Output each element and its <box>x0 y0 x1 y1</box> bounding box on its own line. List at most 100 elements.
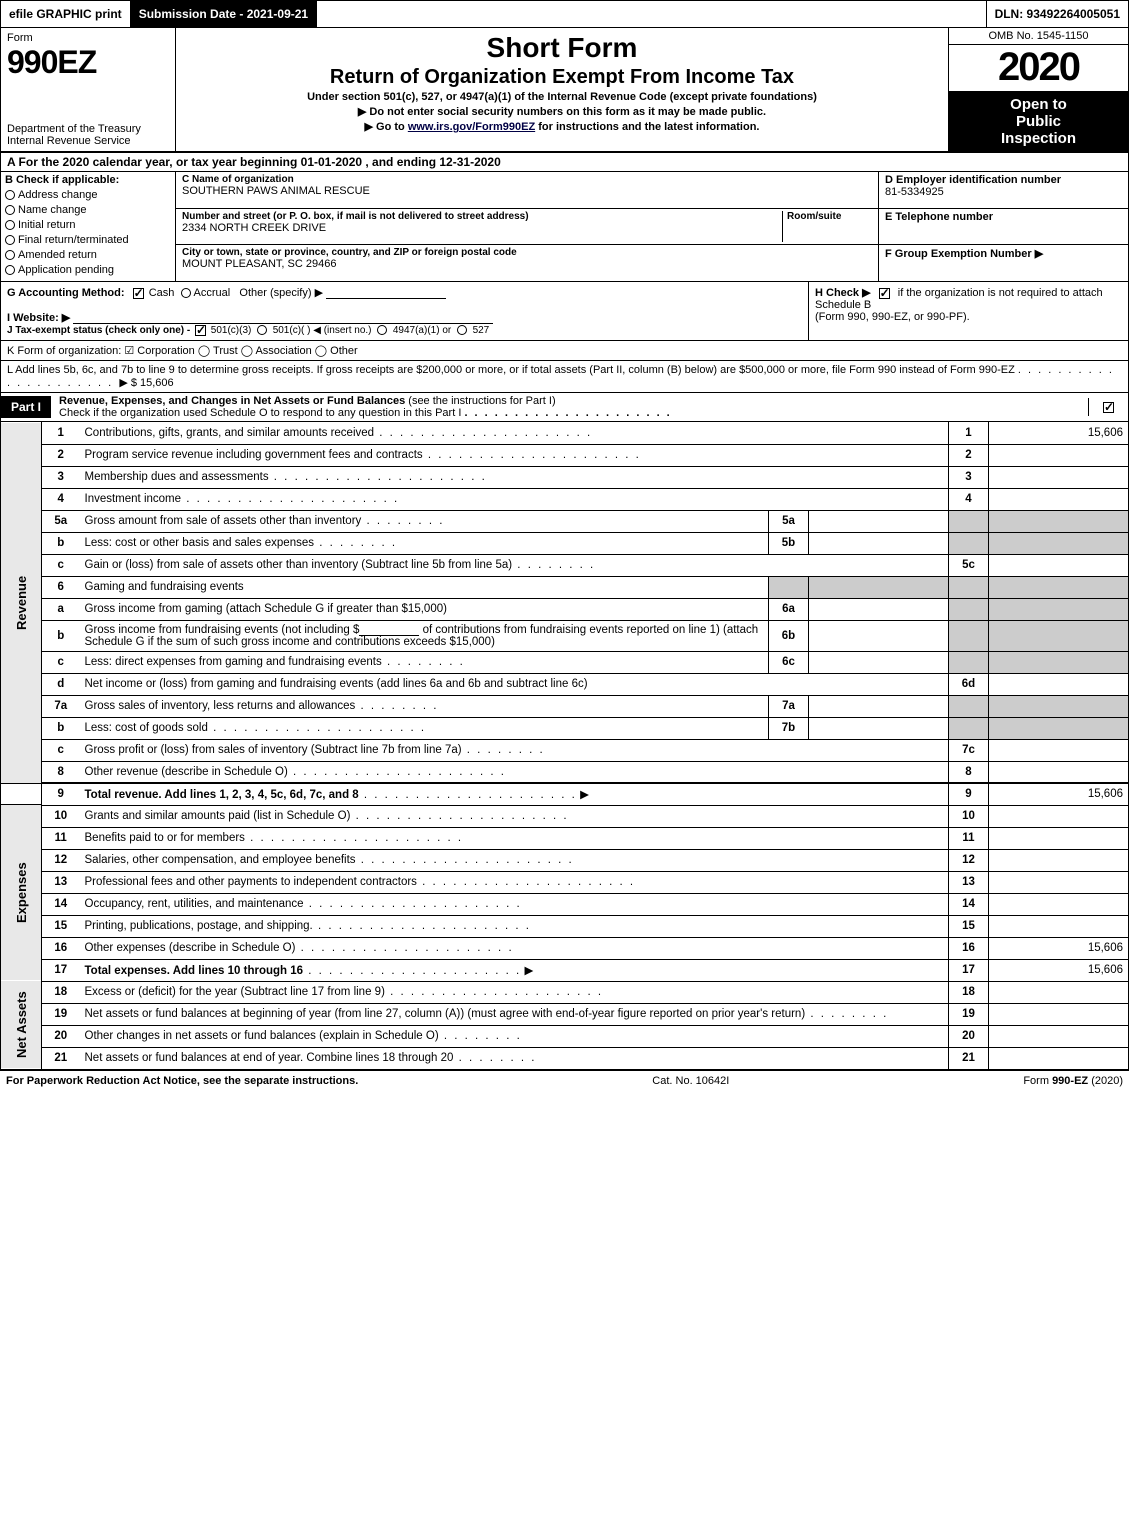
opt-initial-return[interactable]: Initial return <box>5 219 171 231</box>
part-1-title: Revenue, Expenses, and Changes in Net As… <box>51 393 1088 421</box>
table-row: 11 Benefits paid to or for members 11 <box>1 827 1129 849</box>
addr: 2334 NORTH CREEK DRIVE <box>182 222 782 234</box>
part-1-header: Part I Revenue, Expenses, and Changes in… <box>0 393 1129 422</box>
line-num: 1 <box>949 422 989 444</box>
circle-icon[interactable] <box>257 325 267 335</box>
h-label: H Check ▶ <box>815 287 871 299</box>
table-row: c Less: direct expenses from gaming and … <box>1 651 1129 673</box>
cell-city: City or town, state or province, country… <box>176 245 878 281</box>
lines-table: Revenue 1 Contributions, gifts, grants, … <box>0 422 1129 1070</box>
cash-label: Cash <box>149 287 175 299</box>
circle-icon <box>5 250 15 260</box>
cell-group-exemption: F Group Exemption Number ▶ <box>879 245 1128 281</box>
table-row: 17 Total expenses. Add lines 10 through … <box>1 959 1129 981</box>
table-row: 8 Other revenue (describe in Schedule O)… <box>1 761 1129 783</box>
i-website-label: I Website: ▶ <box>7 312 70 324</box>
opt-final-return[interactable]: Final return/terminated <box>5 234 171 246</box>
g-accounting: G Accounting Method: Cash Accrual Other … <box>1 282 808 340</box>
table-row: Expenses 10 Grants and similar amounts p… <box>1 805 1129 827</box>
footer-mid: Cat. No. 10642I <box>652 1075 729 1087</box>
header-left: Form 990EZ Department of the Treasury In… <box>1 28 176 151</box>
table-row: 2 Program service revenue including gove… <box>1 444 1129 466</box>
h-schedule-b: H Check ▶ if the organization is not req… <box>808 282 1128 340</box>
checkbox-cash[interactable] <box>133 288 144 299</box>
city: MOUNT PLEASANT, SC 29466 <box>182 258 872 270</box>
col-d-ein: D Employer identification number 81-5334… <box>878 172 1128 281</box>
header: Form 990EZ Department of the Treasury In… <box>0 28 1129 153</box>
row-g-h: G Accounting Method: Cash Accrual Other … <box>1 282 1128 341</box>
line-no: 1 <box>42 422 80 444</box>
row-a-tax-year: A For the 2020 calendar year, or tax yea… <box>0 153 1129 172</box>
sidetab-expenses: Expenses <box>1 805 42 981</box>
6b-amount-underline[interactable] <box>359 624 419 636</box>
table-row: 15 Printing, publications, postage, and … <box>1 915 1129 937</box>
page-footer: For Paperwork Reduction Act Notice, see … <box>0 1070 1129 1091</box>
table-row: b Less: cost of goods sold 7b <box>1 717 1129 739</box>
table-row: 7a Gross sales of inventory, less return… <box>1 695 1129 717</box>
cell-org-name: C Name of organization SOUTHERN PAWS ANI… <box>176 172 878 209</box>
table-row: 6 Gaming and fundraising events <box>1 576 1129 598</box>
title-short-form: Short Form <box>184 32 940 64</box>
table-row: c Gross profit or (loss) from sales of i… <box>1 739 1129 761</box>
table-row: 16 Other expenses (describe in Schedule … <box>1 937 1129 959</box>
circle-icon[interactable] <box>457 325 467 335</box>
city-label: City or town, state or province, country… <box>182 247 872 258</box>
inspect-2: Public <box>1016 113 1061 130</box>
cell-address: Number and street (or P. O. box, if mail… <box>176 209 878 246</box>
checkbox-part1[interactable] <box>1103 402 1114 413</box>
h-text2: (Form 990, 990-EZ, or 990-PF). <box>815 311 970 323</box>
table-row: 14 Occupancy, rent, utilities, and maint… <box>1 893 1129 915</box>
form-label: Form <box>7 32 169 44</box>
circle-icon <box>5 190 15 200</box>
g-label: G Accounting Method: <box>7 287 125 299</box>
irs-link[interactable]: www.irs.gov/Form990EZ <box>408 121 535 133</box>
j-label: J Tax-exempt status (check only one) - <box>7 325 193 336</box>
cell-ein: D Employer identification number 81-5334… <box>879 172 1128 209</box>
circle-icon[interactable] <box>377 325 387 335</box>
ein-label: D Employer identification number <box>885 174 1122 186</box>
dln: DLN: 93492264005051 <box>986 1 1128 27</box>
title-return: Return of Organization Exempt From Incom… <box>184 66 940 89</box>
other-underline[interactable] <box>326 287 446 299</box>
part-1-title-text: Revenue, Expenses, and Changes in Net As… <box>59 395 405 407</box>
form-number: 990EZ <box>7 44 169 81</box>
circle-icon <box>5 235 15 245</box>
checkbox-h[interactable] <box>879 288 890 299</box>
inspect-1: Open to <box>1010 96 1067 113</box>
checkbox-501c3[interactable] <box>195 325 206 336</box>
accrual-label: Accrual <box>194 287 231 299</box>
website-underline[interactable] <box>73 312 493 324</box>
sidetab-revenue: Revenue <box>1 422 42 783</box>
table-row: a Gross income from gaming (attach Sched… <box>1 598 1129 620</box>
ein-value: 81-5334925 <box>885 186 1122 198</box>
dept-line: Department of the Treasury <box>7 123 141 135</box>
footer-right: Form 990-EZ (2020) <box>1023 1075 1123 1087</box>
efile-print[interactable]: efile GRAPHIC print <box>1 1 131 27</box>
submission-date: Submission Date - 2021-09-21 <box>131 1 317 27</box>
circle-icon[interactable] <box>181 288 191 298</box>
inspect-3: Inspection <box>1001 130 1076 147</box>
treasury-dept: Department of the Treasury Internal Reve… <box>7 123 169 147</box>
l-value: 15,606 <box>140 377 174 389</box>
table-row: 3 Membership dues and assessments 3 <box>1 466 1129 488</box>
l-text: L Add lines 5b, 6c, and 7b to line 9 to … <box>7 364 1015 376</box>
dots <box>464 407 671 419</box>
circle-icon <box>5 220 15 230</box>
k-form-org: K Form of organization: ☑ Corporation ◯ … <box>0 341 1129 361</box>
col-b-checkboxes: B Check if applicable: Address change Na… <box>1 172 176 281</box>
table-row: b Gross income from fundraising events (… <box>1 620 1129 651</box>
opt-application-pending[interactable]: Application pending <box>5 264 171 276</box>
table-row: 19 Net assets or fund balances at beginn… <box>1 1003 1129 1025</box>
line-desc: Contributions, gifts, grants, and simila… <box>80 422 949 444</box>
spacer <box>317 1 985 27</box>
goto-pre: ▶ Go to <box>365 121 408 133</box>
opt-name-change[interactable]: Name change <box>5 204 171 216</box>
table-row: 13 Professional fees and other payments … <box>1 871 1129 893</box>
org-name-label: C Name of organization <box>182 174 872 185</box>
open-public-inspection: Open to Public Inspection <box>949 92 1128 151</box>
tax-year: 2020 <box>949 45 1128 92</box>
opt-address-change[interactable]: Address change <box>5 189 171 201</box>
line-val: 15,606 <box>989 422 1129 444</box>
part-1-checkbox-col <box>1088 398 1128 416</box>
opt-amended-return[interactable]: Amended return <box>5 249 171 261</box>
